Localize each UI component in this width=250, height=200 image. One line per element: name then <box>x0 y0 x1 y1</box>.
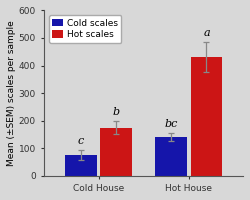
Text: bc: bc <box>164 119 178 129</box>
Bar <box>156 137 187 176</box>
Text: a: a <box>203 28 210 38</box>
Text: b: b <box>112 107 120 117</box>
Y-axis label: Mean (±SEM) scales per sample: Mean (±SEM) scales per sample <box>7 20 16 166</box>
Bar <box>65 155 97 176</box>
Legend: Cold scales, Hot scales: Cold scales, Hot scales <box>49 15 122 43</box>
Text: c: c <box>78 136 84 146</box>
Bar <box>100 128 132 176</box>
Bar <box>191 57 222 176</box>
